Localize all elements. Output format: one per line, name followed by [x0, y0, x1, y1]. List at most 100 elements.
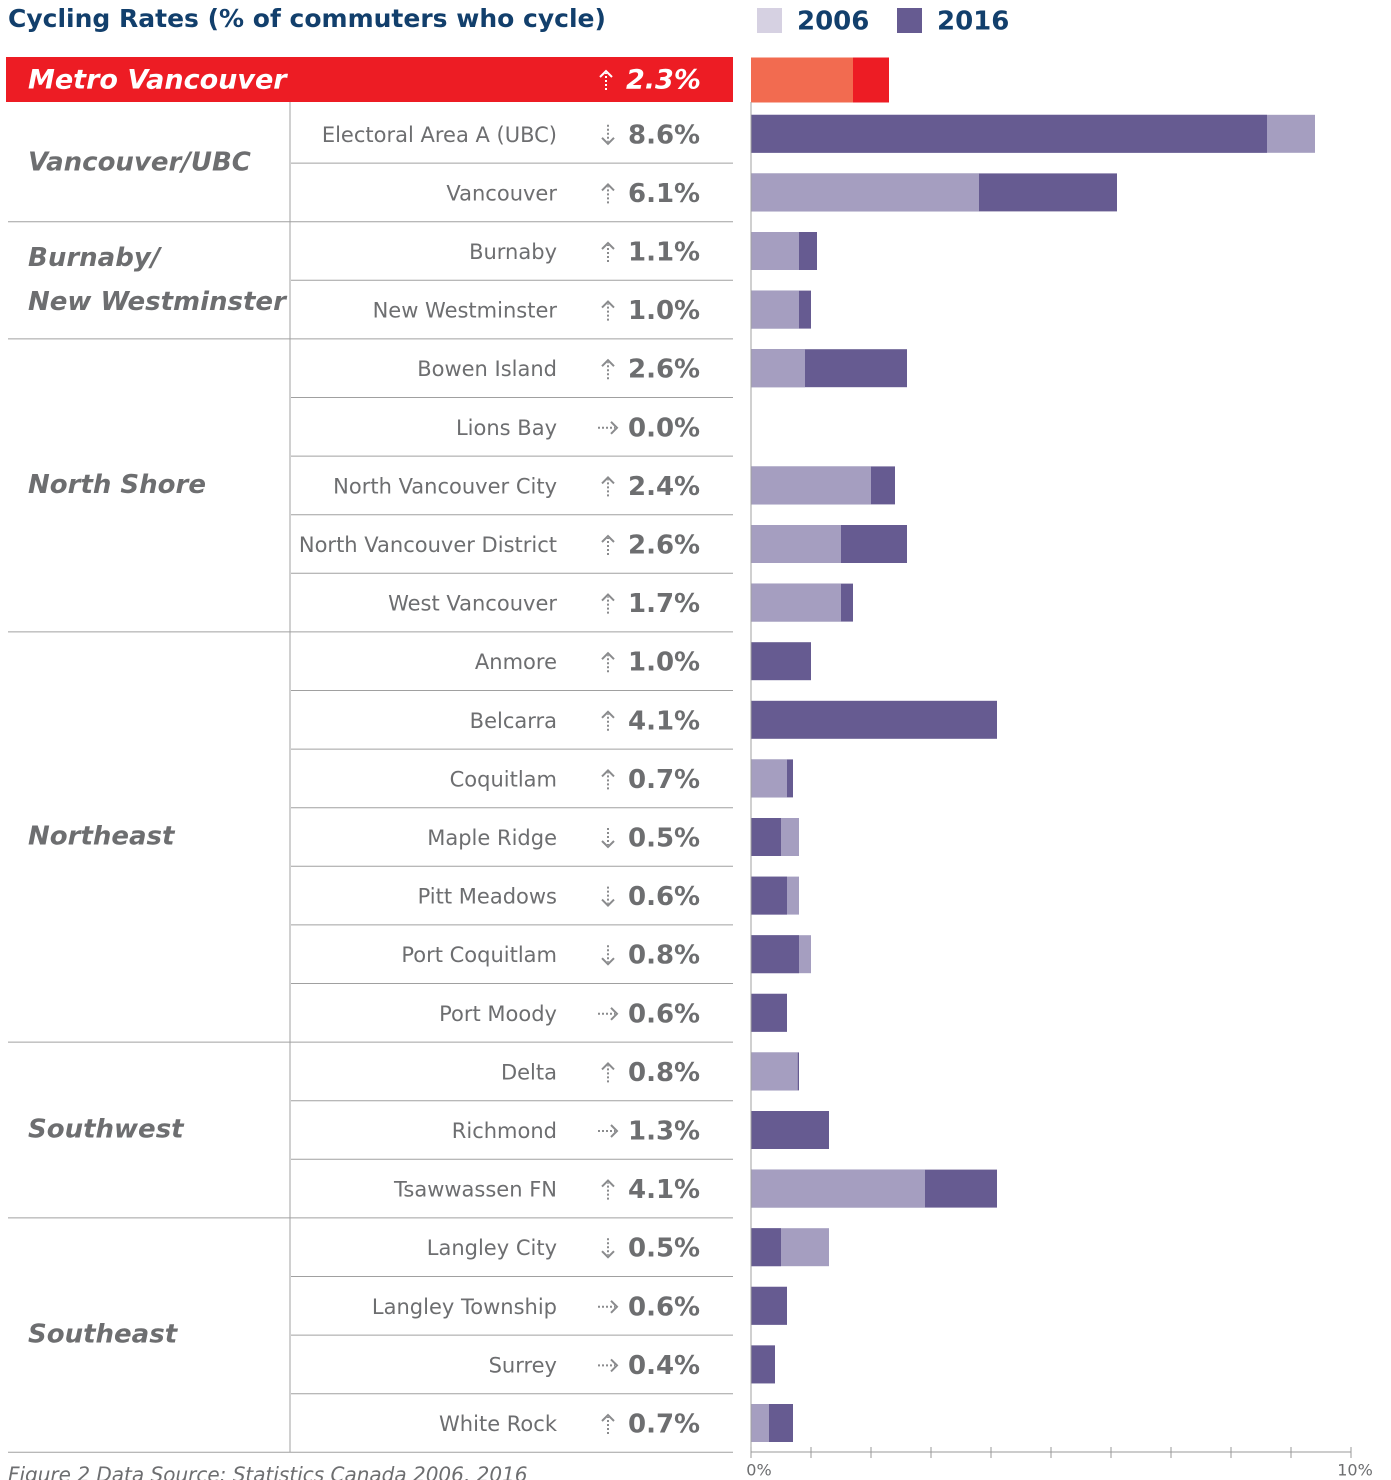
category-label: Surrey	[489, 1353, 557, 1377]
bar	[751, 583, 841, 622]
value-label: 1.7%	[628, 589, 700, 619]
trend-arrow	[601, 475, 615, 485]
x-tick-label: 10%	[1337, 1461, 1373, 1480]
value-label: 1.0%	[628, 296, 700, 326]
category-label: Maple Ridge	[427, 826, 557, 850]
trend-arrow	[610, 1300, 619, 1314]
legend-swatch	[757, 8, 782, 33]
bar	[751, 700, 997, 739]
trend-arrow	[601, 651, 615, 660]
bar	[751, 818, 781, 856]
value-label: 0.8%	[628, 1058, 700, 1088]
bar	[751, 466, 871, 505]
total-value-label: 2.3%	[626, 65, 701, 96]
bar	[751, 57, 853, 103]
total-category: Metro Vancouver	[28, 65, 288, 96]
category-label: Pitt Meadows	[418, 885, 557, 909]
bar	[751, 1228, 781, 1267]
category-label: Delta	[501, 1060, 557, 1084]
category-label: New Westminster	[373, 299, 558, 323]
bar	[751, 290, 799, 329]
trend-arrow	[601, 1061, 615, 1071]
value-label: 1.0%	[628, 648, 700, 678]
value-label: 0.6%	[628, 999, 700, 1029]
trend-arrow	[601, 1179, 615, 1188]
trend-arrow	[601, 1413, 615, 1422]
group-name: Vancouver/UBC	[28, 148, 251, 178]
category-label: Electoral Area A (UBC)	[322, 123, 557, 147]
trend-arrow	[601, 710, 615, 719]
category-label: West Vancouver	[388, 592, 557, 616]
category-label: Port Moody	[439, 1002, 557, 1026]
value-label: 0.4%	[628, 1351, 700, 1381]
category-label: Belcarra	[470, 709, 557, 733]
chart-title: Cycling Rates (% of commuters who cycle)	[8, 4, 606, 33]
trend-arrow	[601, 593, 615, 602]
category-label: Burnaby	[469, 240, 557, 264]
value-label: 8.6%	[628, 120, 700, 150]
category-label: Anmore	[475, 650, 557, 674]
value-label: 0.7%	[628, 765, 700, 795]
category-label: Vancouver	[446, 181, 557, 205]
value-label: 0.6%	[628, 882, 700, 912]
trend-arrow	[601, 534, 615, 543]
bar	[751, 1345, 775, 1384]
category-label: Richmond	[452, 1119, 557, 1143]
bar	[751, 1169, 925, 1208]
trend-arrow	[601, 241, 615, 250]
value-label: 0.6%	[628, 1292, 700, 1322]
trend-arrow	[601, 840, 615, 849]
trend-arrow	[601, 1250, 615, 1259]
group-name: Northeast	[28, 822, 176, 852]
value-label: 0.0%	[628, 413, 700, 443]
bar	[751, 525, 841, 563]
value-label: 6.1%	[628, 179, 700, 209]
legend-label: 2016	[937, 7, 1009, 37]
bar	[751, 759, 787, 798]
category-label: Tsawwassen FN	[393, 1178, 557, 1202]
trend-arrow	[601, 898, 615, 908]
bar	[751, 876, 787, 915]
bar	[751, 173, 979, 212]
bar	[751, 1052, 798, 1091]
bar	[751, 349, 805, 388]
category-label: Langley Township	[372, 1295, 557, 1319]
group-name: Southwest	[28, 1115, 185, 1145]
value-label: 0.8%	[628, 941, 700, 971]
value-label: 2.6%	[628, 531, 700, 561]
bar	[751, 232, 799, 270]
value-label: 0.5%	[628, 824, 700, 854]
trend-arrow	[601, 957, 615, 966]
bar	[751, 1286, 787, 1325]
trend-arrow	[610, 421, 619, 435]
category-label: White Rock	[439, 1412, 558, 1436]
trend-arrow	[610, 1358, 619, 1373]
x-tick-label: 0%	[746, 1461, 771, 1480]
category-label: Lions Bay	[456, 416, 557, 440]
legend-label: 2006	[797, 7, 869, 37]
legend-swatch	[897, 8, 922, 33]
total-row-background	[6, 57, 733, 102]
bar	[751, 114, 1267, 153]
category-label: Port Coquitlam	[401, 943, 557, 967]
bar	[751, 935, 799, 974]
category-label: Langley City	[427, 1236, 557, 1260]
value-label: 1.3%	[628, 1117, 700, 1147]
bar	[751, 1404, 769, 1442]
bar	[751, 993, 787, 1032]
value-label: 2.6%	[628, 355, 700, 385]
value-label: 0.5%	[628, 1234, 700, 1264]
trend-arrow	[610, 1007, 619, 1021]
group-name: New Westminster	[28, 287, 288, 317]
trend-arrow	[601, 300, 615, 309]
category-label: North Vancouver District	[299, 533, 557, 557]
trend-arrow	[601, 137, 615, 146]
trend-arrow	[601, 768, 615, 778]
value-label: 0.7%	[628, 1410, 700, 1440]
trend-arrow	[599, 69, 613, 78]
footnote: Figure 2 Data Source: Statistics Canada …	[8, 1463, 528, 1480]
value-label: 1.1%	[628, 238, 700, 268]
bar	[751, 642, 811, 681]
group-name: Burnaby/	[28, 243, 163, 273]
